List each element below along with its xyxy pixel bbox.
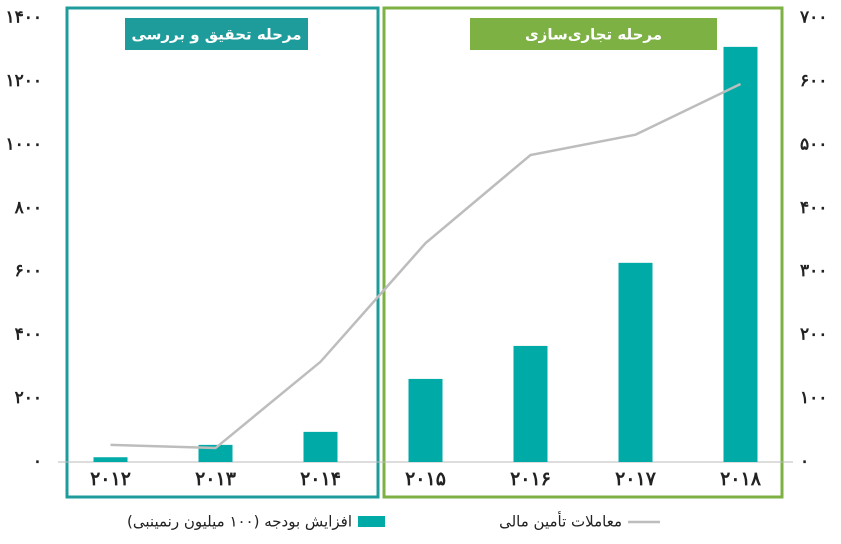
phase-label-bg <box>125 18 308 50</box>
y2-tick-label: ۳۰۰ <box>800 261 827 281</box>
y-tick-label: ۸۰۰ <box>14 198 42 218</box>
bar <box>93 457 128 462</box>
y-tick-label: ۶۰۰ <box>15 261 42 281</box>
bar <box>618 262 653 462</box>
phase-label-bg <box>470 18 717 50</box>
bar <box>513 345 548 462</box>
legend-label: معاملات تأمین مالی <box>499 511 622 531</box>
x-tick-label: ۲۰۱۳ <box>195 468 237 490</box>
bar <box>303 431 338 462</box>
y2-tick-label: ۵۰۰ <box>800 134 827 154</box>
y-tick-label: ۱۴۰۰ <box>5 8 42 28</box>
x-tick-label: ۲۰۱۷ <box>615 468 657 490</box>
y-tick-label: ۰ <box>33 452 42 472</box>
y2-tick-label: ۱۰۰ <box>800 388 827 408</box>
x-tick-label: ۲۰۱۴ <box>300 468 341 490</box>
y-tick-label: ۱۰۰۰ <box>5 134 42 154</box>
phase-box <box>382 6 784 499</box>
bar <box>198 444 233 462</box>
x-tick-label: ۲۰۱۶ <box>510 468 551 490</box>
line <box>110 82 742 450</box>
legend-label: افزایش بودجه (۱۰۰ میلیون رنمینبی) <box>127 513 352 531</box>
phase-label: مرحله تحقیق و بررسی <box>131 26 301 44</box>
x-tick-label: ۲۰۱۸ <box>720 468 762 490</box>
y-tick-label: ۲۰۰ <box>15 388 42 408</box>
phase-box <box>65 6 380 499</box>
x-tick-label: ۲۰۱۲ <box>90 468 131 490</box>
y2-tick-label: ۴۰۰ <box>800 198 827 218</box>
y-tick-label: ۱۲۰۰ <box>5 71 42 91</box>
y2-tick-label: ۶۰۰ <box>800 71 827 91</box>
y2-tick-label: ۰ <box>800 452 809 472</box>
legend-swatch <box>358 516 385 527</box>
y2-tick-label: ۷۰۰ <box>799 8 827 28</box>
bar <box>723 46 758 463</box>
bar <box>408 378 443 462</box>
x-tick-label: ۲۰۱۵ <box>405 468 446 490</box>
y-tick-label: ۴۰۰ <box>15 325 42 345</box>
y2-tick-label: ۲۰۰ <box>800 325 827 345</box>
phase-label: مرحله تجاری‌سازی <box>525 26 662 44</box>
